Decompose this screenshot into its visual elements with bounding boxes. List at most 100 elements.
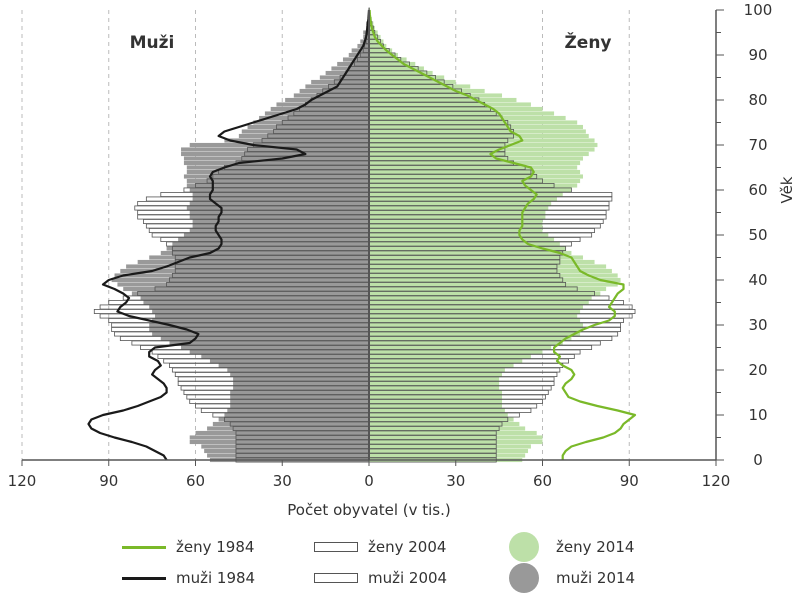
bar-muži-2014 (181, 345, 369, 349)
bar-muži-2014 (233, 386, 369, 390)
bar-muži-2014 (190, 435, 369, 439)
bar-muži-2014 (224, 138, 369, 142)
bar-muži-2014 (167, 246, 369, 250)
y-tick-label: 10 (748, 406, 767, 424)
bar-muži-2014 (193, 192, 369, 196)
x-tick-label: 60 (533, 472, 552, 490)
bar-muži-2014 (230, 399, 369, 403)
bar-ženy-2014 (369, 336, 571, 340)
bar-ženy-2014 (369, 377, 499, 381)
bar-muži-2014 (204, 449, 369, 453)
bar-ženy-2014 (369, 269, 612, 273)
bar-ženy-2014 (369, 156, 583, 160)
bar-ženy-2014 (369, 395, 502, 399)
bar-muži-2014 (190, 215, 369, 219)
x-tick-label: 30 (446, 472, 465, 490)
bar-muži-2014 (207, 426, 369, 430)
bar-ženy-2014 (369, 93, 502, 97)
bar-ženy-2014 (369, 314, 577, 318)
bar-muži-2014 (184, 161, 369, 165)
bar-muži-2014 (187, 179, 369, 183)
bar-muži-2014 (115, 273, 369, 277)
bar-ženy-2014 (369, 179, 580, 183)
bar-ženy-2014 (369, 422, 519, 426)
bar-muži-2014 (219, 363, 369, 367)
bar-muži-2014 (201, 444, 369, 448)
bar-muži-2014 (149, 323, 369, 327)
bar-ženy-2014 (369, 296, 592, 300)
bar-ženy-2014 (369, 116, 566, 120)
bar-ženy-2014 (369, 228, 543, 232)
bar-ženy-2014 (369, 291, 600, 295)
bar-muži-2014 (123, 287, 369, 291)
bar-muži-2014 (152, 309, 369, 313)
bar-ženy-2014 (369, 174, 583, 178)
bar-ženy-2014 (369, 300, 589, 304)
bar-muži-2014 (190, 188, 369, 192)
bar-muži-2014 (141, 296, 369, 300)
bar-muži-2014 (248, 125, 369, 129)
bar-muži-2014 (193, 224, 369, 228)
left-panel-title: Muži (130, 33, 175, 53)
bar-muži-2014 (271, 107, 369, 111)
y-tick-label: 30 (748, 316, 767, 334)
bar-ženy-2014 (369, 350, 543, 354)
bar-ženy-2014 (369, 107, 543, 111)
bar-ženy-2014 (369, 251, 571, 255)
bar-muži-2014 (152, 318, 369, 322)
bar-ženy-2014 (369, 260, 595, 264)
y-tick-label: 90 (748, 46, 767, 64)
bar-ženy-2014 (369, 453, 525, 457)
bar-ženy-2014 (369, 354, 531, 358)
bar-ženy-2014 (369, 278, 621, 282)
bar-muži-2014 (230, 404, 369, 408)
x-tick-label: 90 (99, 472, 118, 490)
bar-ženy-2014 (369, 138, 595, 142)
bar-muži-2014 (193, 197, 369, 201)
bar-muži-2014 (169, 341, 369, 345)
bar-muži-2014 (112, 278, 369, 282)
bar-muži-2014 (187, 183, 369, 187)
bar-ženy-2014 (369, 449, 528, 453)
bar-muži-2014 (187, 165, 369, 169)
bar-muži-2014 (190, 440, 369, 444)
bar-ženy-2014 (369, 282, 618, 286)
bar-ženy-2014 (369, 125, 583, 129)
bar-muži-2014 (294, 93, 369, 97)
bar-ženy-2014 (369, 183, 577, 187)
bar-muži-2014 (210, 359, 369, 363)
y-tick-label: 50 (748, 226, 767, 244)
bar-muži-2014 (242, 129, 369, 133)
bar-ženy-2014 (369, 206, 548, 210)
x-tick-label: 60 (186, 472, 205, 490)
x-axis-title: Počet obyvatel (v tis.) (287, 501, 450, 519)
bar-muži-2014 (227, 368, 369, 372)
bar-muži-2014 (161, 251, 369, 255)
bar-ženy-2014 (369, 327, 583, 331)
bar-ženy-2014 (369, 386, 499, 390)
y-tick-label: 20 (748, 361, 767, 379)
bar-muži-2014 (187, 206, 369, 210)
bar-muži-2014 (239, 134, 369, 138)
bar-ženy-2014 (369, 417, 514, 421)
bar-muži-2014 (285, 98, 369, 102)
right-panel-title: Ženy (564, 31, 611, 53)
bar-muži-2014 (230, 390, 369, 394)
bar-ženy-2014 (369, 359, 522, 363)
bar-ženy-2014 (369, 143, 597, 147)
y-tick-label: 40 (748, 271, 767, 289)
bar-ženy-2014 (369, 84, 470, 88)
bar-ženy-2014 (369, 224, 543, 228)
bar-muži-2014 (219, 417, 369, 421)
y-tick-label: 0 (753, 451, 763, 469)
bar-ženy-2014 (369, 332, 580, 336)
bar-muži-2014 (201, 354, 369, 358)
bar-muži-2014 (300, 89, 369, 93)
bar-muži-2014 (190, 350, 369, 354)
y-tick-label: 70 (748, 136, 767, 154)
bar-ženy-2014 (369, 426, 525, 430)
x-tick-label: 120 (8, 472, 37, 490)
bar-ženy-2014 (369, 89, 485, 93)
bar-ženy-2014 (369, 152, 589, 156)
